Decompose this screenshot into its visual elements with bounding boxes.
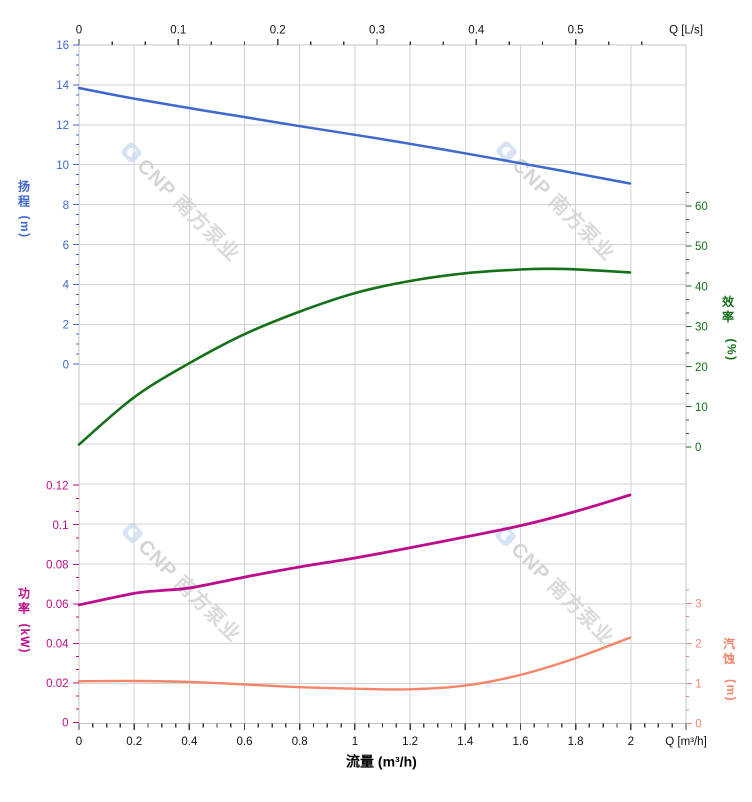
svg-text:扬: 扬 (18, 179, 30, 194)
svg-text:0: 0 (62, 718, 68, 730)
svg-text:1.4: 1.4 (457, 736, 474, 748)
svg-text:(m): (m) (724, 679, 738, 702)
svg-text:3: 3 (695, 599, 701, 611)
svg-text:1: 1 (352, 736, 358, 748)
svg-text:6: 6 (63, 240, 69, 252)
svg-text:功: 功 (18, 586, 30, 601)
svg-text:(kW): (kW) (18, 624, 32, 654)
svg-text:0.8: 0.8 (292, 736, 308, 748)
svg-text:汽: 汽 (723, 636, 735, 651)
svg-text:0.5: 0.5 (568, 25, 584, 37)
svg-text:0: 0 (76, 736, 82, 748)
svg-text:0.08: 0.08 (46, 559, 68, 571)
svg-text:1.6: 1.6 (513, 736, 529, 748)
svg-text:0.04: 0.04 (46, 639, 69, 651)
svg-text:0.2: 0.2 (126, 736, 142, 748)
svg-text:2: 2 (695, 639, 701, 651)
svg-text:4: 4 (63, 280, 70, 292)
svg-text:2: 2 (63, 320, 69, 332)
svg-text:0.2: 0.2 (270, 25, 286, 37)
svg-text:0.3: 0.3 (369, 25, 385, 37)
svg-text:0.12: 0.12 (46, 480, 68, 492)
svg-text:程: 程 (18, 194, 30, 209)
svg-text:效: 效 (722, 294, 735, 309)
svg-text:0.4: 0.4 (468, 25, 485, 37)
svg-text:10: 10 (695, 402, 708, 414)
svg-text:12: 12 (56, 120, 69, 132)
svg-text:10: 10 (56, 160, 69, 172)
svg-text:1.8: 1.8 (568, 736, 584, 748)
svg-text:0: 0 (76, 25, 82, 37)
svg-text:0.06: 0.06 (46, 599, 68, 611)
svg-text:0: 0 (63, 360, 69, 372)
svg-text:Q [m³/h]: Q [m³/h] (665, 736, 707, 748)
svg-text:1.2: 1.2 (402, 736, 418, 748)
svg-text:率: 率 (722, 309, 734, 324)
svg-text:(%): (%) (725, 339, 739, 362)
svg-text:40: 40 (695, 281, 708, 293)
svg-text:0: 0 (695, 719, 701, 731)
svg-text:0.4: 0.4 (181, 736, 198, 748)
svg-text:14: 14 (56, 80, 69, 92)
svg-text:0.02: 0.02 (46, 678, 68, 690)
svg-text:30: 30 (695, 322, 708, 334)
svg-text:蚀: 蚀 (722, 651, 735, 666)
svg-text:16: 16 (56, 40, 69, 52)
svg-text:0.6: 0.6 (237, 736, 253, 748)
svg-text:20: 20 (695, 362, 708, 374)
svg-text:2: 2 (628, 736, 634, 748)
svg-text:0.1: 0.1 (170, 25, 186, 37)
svg-text:60: 60 (695, 201, 708, 213)
svg-text:0: 0 (695, 442, 701, 454)
svg-text:1: 1 (695, 679, 701, 691)
svg-text:率: 率 (18, 601, 30, 616)
svg-text:Q [L/s]: Q [L/s] (669, 25, 703, 37)
svg-text:(m): (m) (18, 216, 32, 239)
svg-text:8: 8 (63, 200, 69, 212)
svg-text:0.1: 0.1 (53, 520, 69, 532)
svg-text:流量 (m³/h): 流量 (m³/h) (346, 754, 417, 770)
svg-text:50: 50 (695, 241, 708, 253)
